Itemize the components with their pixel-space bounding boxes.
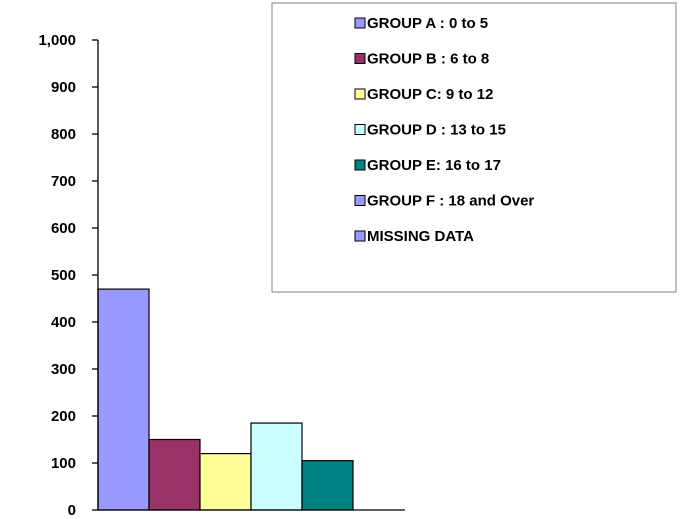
y-tick-label: 900: [51, 79, 76, 96]
legend-label: MISSING DATA: [367, 228, 474, 245]
legend-label: GROUP D : 13 to 15: [367, 122, 506, 139]
legend-swatch: [354, 53, 366, 64]
y-tick-label: 1,000: [38, 32, 76, 49]
bars-group: [97, 288, 354, 511]
legend-label: GROUP C: 9 to 12: [367, 86, 493, 103]
bar-5: [301, 460, 354, 511]
legend-swatch: [354, 230, 366, 242]
y-tick-label: 100: [51, 455, 76, 472]
legend-swatch: [354, 159, 366, 171]
y-tick-label: 400: [51, 314, 76, 331]
y-axis-ticks: 0 100 200 300 400 500 600 700 800 900 1,000: [38, 32, 98, 519]
y-tick-label: 200: [51, 408, 76, 425]
bar-2: [148, 438, 201, 511]
legend-label: GROUP E: 16 to 17: [367, 157, 501, 174]
y-tick-label: 300: [51, 361, 76, 378]
legend-swatch: [354, 195, 366, 206]
y-tick-label: 0: [68, 502, 76, 519]
legend-swatch: [354, 17, 366, 29]
bar-3: [199, 453, 252, 511]
legend-box: [271, 2, 677, 293]
y-tick-label: 700: [51, 173, 76, 190]
legend-label: GROUP F : 18 and Over: [367, 193, 534, 210]
bar-1: [97, 288, 150, 511]
legend-swatch: [354, 88, 366, 100]
legend-label: GROUP B : 6 to 8: [367, 51, 489, 68]
bar-4: [250, 422, 303, 511]
y-tick-label: 500: [51, 267, 76, 284]
legend-label: GROUP A : 0 to 5: [367, 15, 488, 32]
y-tick-label: 800: [51, 126, 76, 143]
y-tick-label: 600: [51, 220, 76, 237]
legend-swatch: [354, 124, 366, 135]
legend: GROUP A : 0 to 5 GROUP B : 6 to 8 GROUP C:…: [271, 2, 677, 293]
